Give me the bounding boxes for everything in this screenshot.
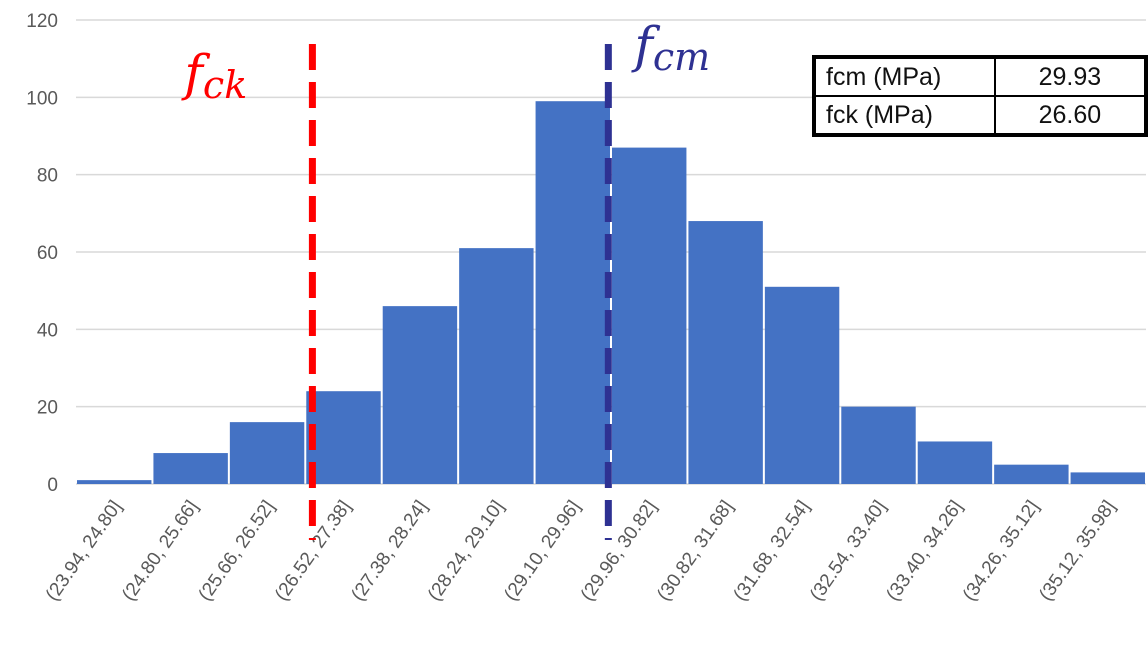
reference-line-label-ck: fck bbox=[180, 44, 247, 107]
bar bbox=[994, 464, 1069, 484]
reference-lines: fck fcm bbox=[180, 16, 710, 540]
x-tick-label: (30.82, 31.68] bbox=[653, 497, 737, 605]
bar bbox=[306, 391, 381, 484]
bar bbox=[153, 453, 228, 484]
x-tick-label: (28.24, 29.10] bbox=[424, 497, 508, 605]
y-axis-ticks: 0 20 40 60 80 100 120 bbox=[26, 11, 58, 496]
x-tick-label: (24.80, 25.66] bbox=[118, 497, 202, 605]
bar bbox=[612, 147, 687, 484]
bar bbox=[535, 101, 610, 484]
x-tick-label: (27.38, 28.24] bbox=[348, 497, 432, 605]
stats-label-fck: fck (MPa) bbox=[813, 95, 996, 136]
y-tick-label: 0 bbox=[47, 475, 58, 496]
y-tick-label: 40 bbox=[37, 320, 58, 341]
y-tick-label: 120 bbox=[26, 11, 58, 32]
x-tick-label: (35.12, 35.98] bbox=[1035, 497, 1119, 605]
x-tick-label: (33.40, 34.26] bbox=[883, 497, 967, 605]
x-tick-label: (29.10, 29.96] bbox=[500, 497, 584, 605]
y-tick-label: 60 bbox=[37, 243, 58, 264]
bar bbox=[764, 286, 840, 484]
x-tick-label: (34.26, 35.12] bbox=[959, 497, 1043, 605]
y-tick-label: 80 bbox=[37, 166, 58, 187]
bar bbox=[1070, 472, 1145, 484]
bar bbox=[459, 248, 534, 484]
x-tick-label: (23.94, 24.80] bbox=[42, 497, 126, 605]
bar bbox=[382, 306, 458, 484]
x-tick-label: (29.96, 30.82] bbox=[577, 497, 661, 605]
y-tick-label: 100 bbox=[26, 88, 58, 109]
stats-table: fcm (MPa) 29.93 fck (MPa) 26.60 bbox=[812, 55, 1148, 137]
bars bbox=[77, 101, 1145, 485]
x-tick-label: (25.66, 26.52] bbox=[195, 497, 279, 605]
y-tick-label: 20 bbox=[37, 398, 58, 419]
x-tick-label: (32.54, 33.40] bbox=[806, 497, 890, 605]
bar bbox=[688, 221, 763, 485]
bar bbox=[77, 480, 152, 484]
bar bbox=[229, 422, 305, 484]
stats-label-fcm: fcm (MPa) bbox=[813, 56, 996, 97]
stats-value-fcm: 29.93 bbox=[993, 56, 1148, 97]
stats-value-fck: 26.60 bbox=[993, 95, 1148, 136]
reference-line-label-cm: fcm bbox=[630, 16, 710, 79]
bar bbox=[917, 441, 993, 484]
bar bbox=[841, 406, 916, 484]
x-axis-ticks: (23.94, 24.80](24.80, 25.66](25.66, 26.5… bbox=[42, 497, 1120, 605]
x-tick-label: (31.68, 32.54] bbox=[730, 497, 814, 605]
stats-row-fck: fck (MPa) 26.60 bbox=[813, 95, 1148, 136]
stats-row-fcm: fcm (MPa) 29.93 bbox=[813, 56, 1148, 97]
